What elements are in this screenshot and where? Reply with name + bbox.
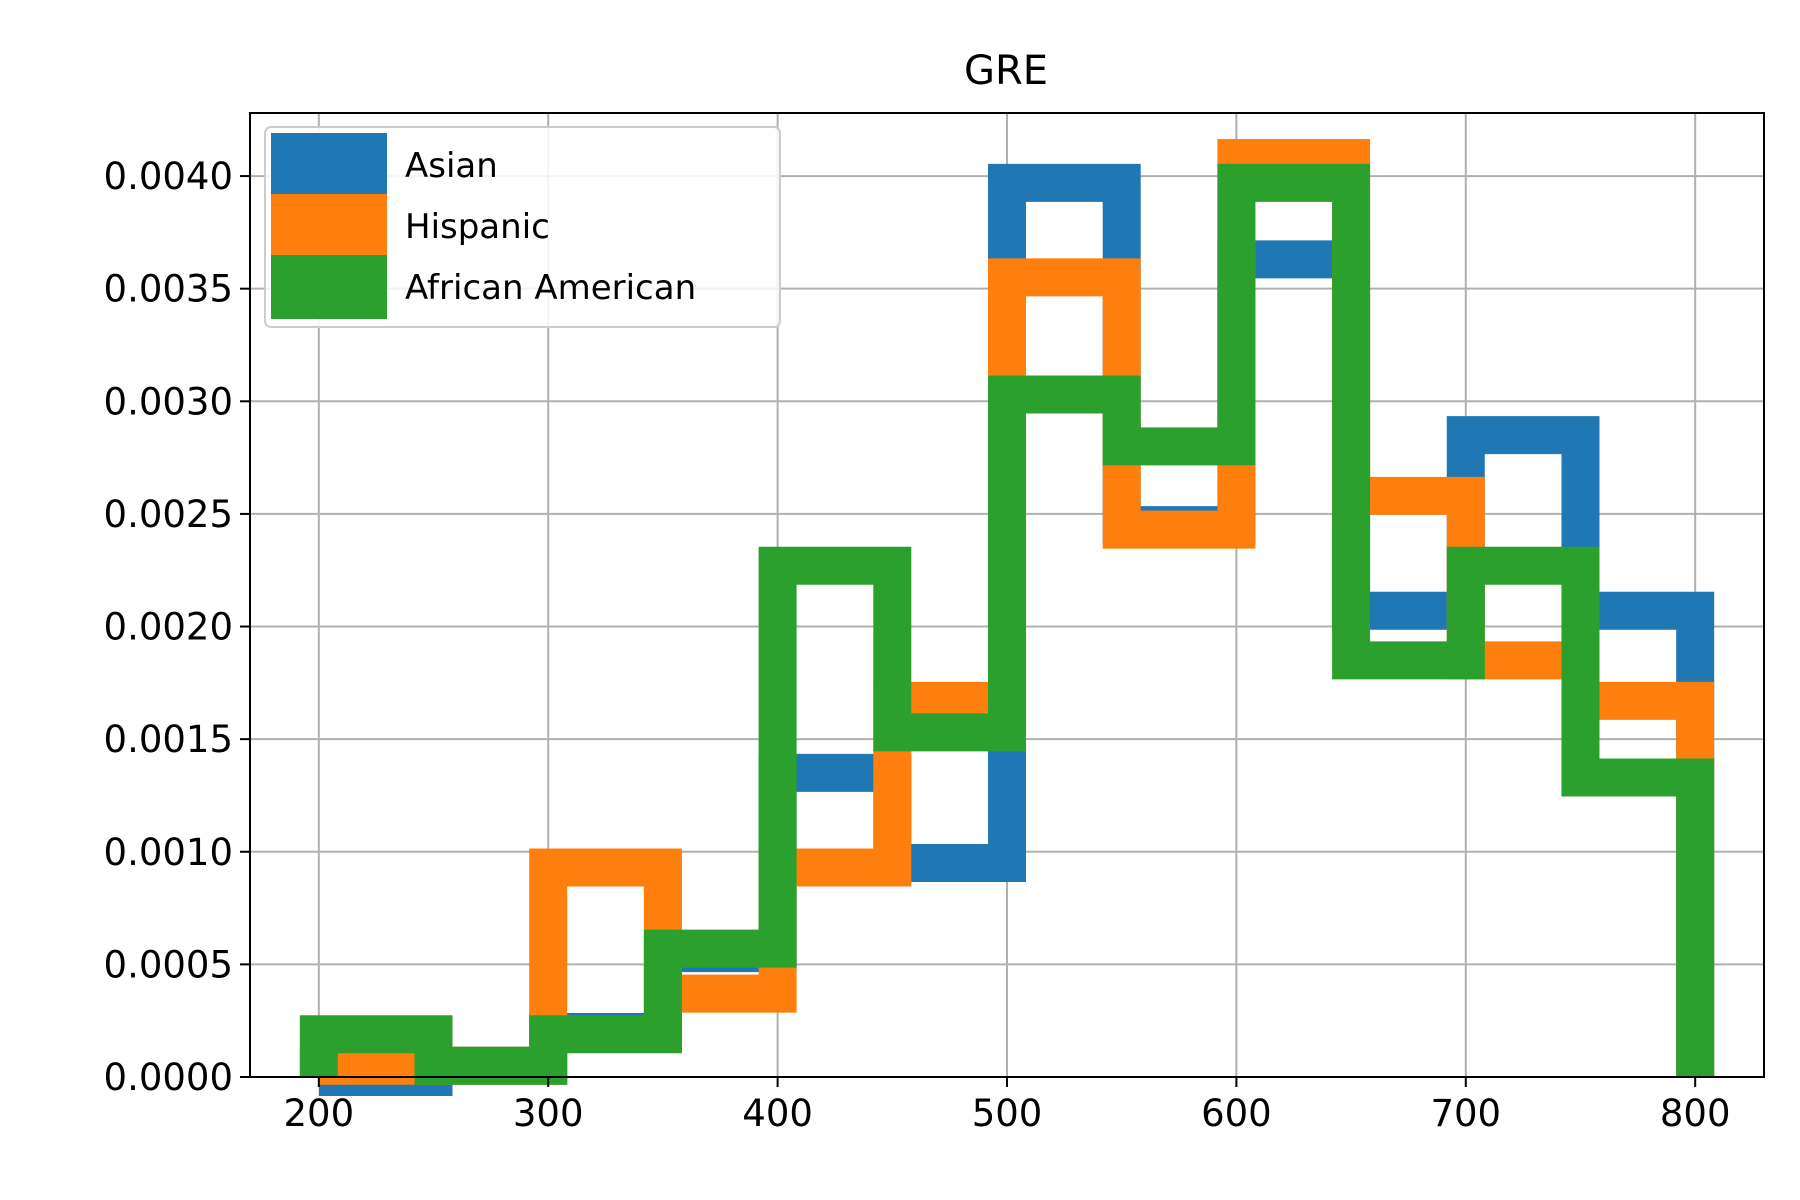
series-layer xyxy=(299,139,1715,1096)
x-tick-label: 600 xyxy=(1201,1092,1272,1135)
x-tick-label: 800 xyxy=(1660,1092,1731,1135)
x-tick-label: 500 xyxy=(972,1092,1043,1135)
legend-label: African American xyxy=(405,268,696,308)
y-tick-label: 0.0030 xyxy=(104,380,233,423)
y-tick-label: 0.0040 xyxy=(104,155,233,198)
y-tick-label: 0.0005 xyxy=(104,943,233,986)
y-axis: 0.0000 0.0005 0.0010 0.0015 0.0020 0.0025 0.00… xyxy=(104,155,250,1099)
x-tick-label: 300 xyxy=(513,1092,584,1135)
x-tick-label: 700 xyxy=(1430,1092,1501,1135)
series-step-african-american xyxy=(299,163,1715,1085)
legend-swatch xyxy=(271,255,387,319)
chart-title: GRE xyxy=(964,48,1048,94)
x-axis: 200 300 400 500 600 700 800 xyxy=(284,1077,1731,1135)
x-tick-label: 200 xyxy=(284,1092,355,1135)
y-tick-label: 0.0000 xyxy=(104,1056,233,1099)
y-tick-label: 0.0010 xyxy=(104,831,233,874)
y-tick-label: 0.0035 xyxy=(104,268,233,311)
legend-box xyxy=(264,126,781,328)
legend: Asian Hispanic African American xyxy=(264,126,781,328)
y-tick-label: 0.0020 xyxy=(104,606,233,649)
y-tick-label: 0.0025 xyxy=(104,493,233,536)
legend-swatch xyxy=(271,133,387,197)
x-tick-label: 400 xyxy=(742,1092,813,1135)
y-tick-label: 0.0015 xyxy=(104,718,233,761)
legend-label: Hispanic xyxy=(405,207,550,247)
legend-label: Asian xyxy=(405,146,498,186)
legend-swatch xyxy=(271,194,387,258)
